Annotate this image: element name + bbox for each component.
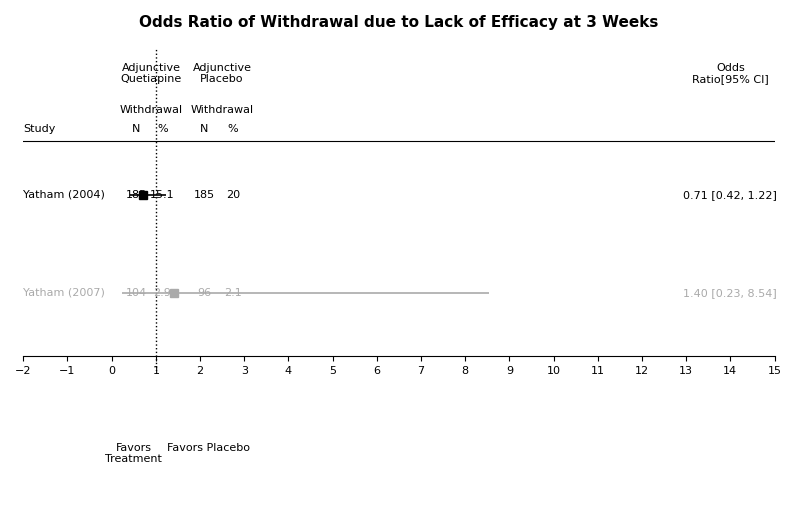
Text: 20: 20 bbox=[226, 190, 240, 200]
Text: Yatham (2007): Yatham (2007) bbox=[23, 288, 105, 298]
Text: 2.1: 2.1 bbox=[224, 288, 242, 298]
Text: Adjunctive
Quetiapine: Adjunctive Quetiapine bbox=[121, 63, 182, 84]
Text: 0.71 [0.42, 1.22]: 0.71 [0.42, 1.22] bbox=[683, 190, 778, 200]
Text: Adjunctive
Placebo: Adjunctive Placebo bbox=[193, 63, 252, 84]
Text: %: % bbox=[228, 124, 238, 134]
Text: 104: 104 bbox=[126, 288, 146, 298]
Text: 15.1: 15.1 bbox=[150, 190, 174, 200]
Text: Study: Study bbox=[23, 124, 56, 134]
Text: N: N bbox=[132, 124, 140, 134]
Text: Favors
Treatment: Favors Treatment bbox=[106, 442, 162, 464]
Text: 1.40 [0.23, 8.54]: 1.40 [0.23, 8.54] bbox=[683, 288, 778, 298]
Text: Odds
Ratio[95% CI]: Odds Ratio[95% CI] bbox=[692, 63, 769, 84]
Text: Withdrawal: Withdrawal bbox=[190, 105, 254, 115]
Text: Favors Placebo: Favors Placebo bbox=[167, 442, 250, 453]
Text: Withdrawal: Withdrawal bbox=[120, 105, 183, 115]
Text: N: N bbox=[200, 124, 209, 134]
Text: %: % bbox=[157, 124, 168, 134]
Text: 96: 96 bbox=[198, 288, 211, 298]
Text: 185: 185 bbox=[126, 190, 146, 200]
Text: 185: 185 bbox=[194, 190, 215, 200]
Title: Odds Ratio of Withdrawal due to Lack of Efficacy at 3 Weeks: Odds Ratio of Withdrawal due to Lack of … bbox=[139, 15, 658, 30]
Text: Yatham (2004): Yatham (2004) bbox=[23, 190, 105, 200]
Text: 2.9: 2.9 bbox=[154, 288, 171, 298]
